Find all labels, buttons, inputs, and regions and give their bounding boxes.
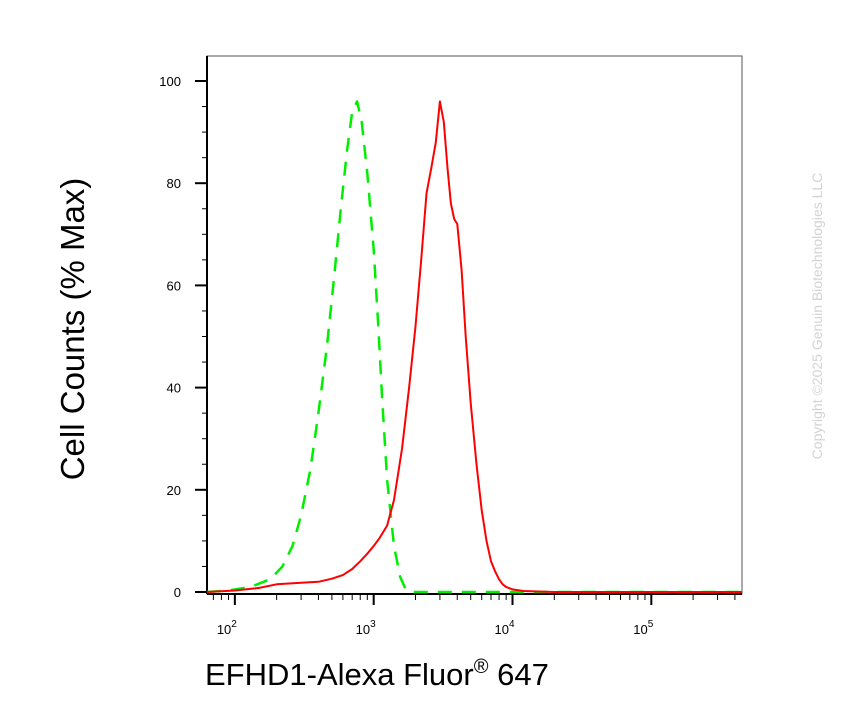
y-axis-title: Cell Counts (% Max) [54, 178, 91, 481]
x-tick-label: 105 [633, 619, 653, 637]
y-tick-label: 20 [167, 483, 181, 498]
x-tick-label: 103 [356, 619, 376, 637]
series-line-1 [206, 100, 742, 594]
series-line-2 [206, 100, 742, 593]
x-axis-title-suffix: 647 [489, 657, 549, 692]
y-tick-label: 80 [167, 176, 181, 191]
copyright-watermark: Copyright ©2025 Genuin Biotechnologies L… [809, 173, 825, 460]
plot-frame [206, 55, 743, 595]
series-layer [206, 100, 742, 594]
y-tick-label: 0 [174, 585, 181, 600]
y-axis: 0 20 40 60 80 100 [159, 56, 208, 600]
y-tick-label: 100 [159, 74, 181, 89]
x-axis-title-main: EFHD1-Alexa Fluor [205, 657, 474, 692]
registered-mark: ® [474, 656, 489, 678]
x-axis: 102 103 104 105 [207, 593, 742, 637]
x-axis-title: EFHD1-Alexa Fluor® 647 [205, 656, 549, 692]
y-tick-label: 40 [167, 381, 181, 396]
x-tick-label: 104 [494, 619, 514, 637]
y-tick-label: 60 [167, 278, 181, 293]
x-tick-label: 102 [217, 619, 237, 637]
